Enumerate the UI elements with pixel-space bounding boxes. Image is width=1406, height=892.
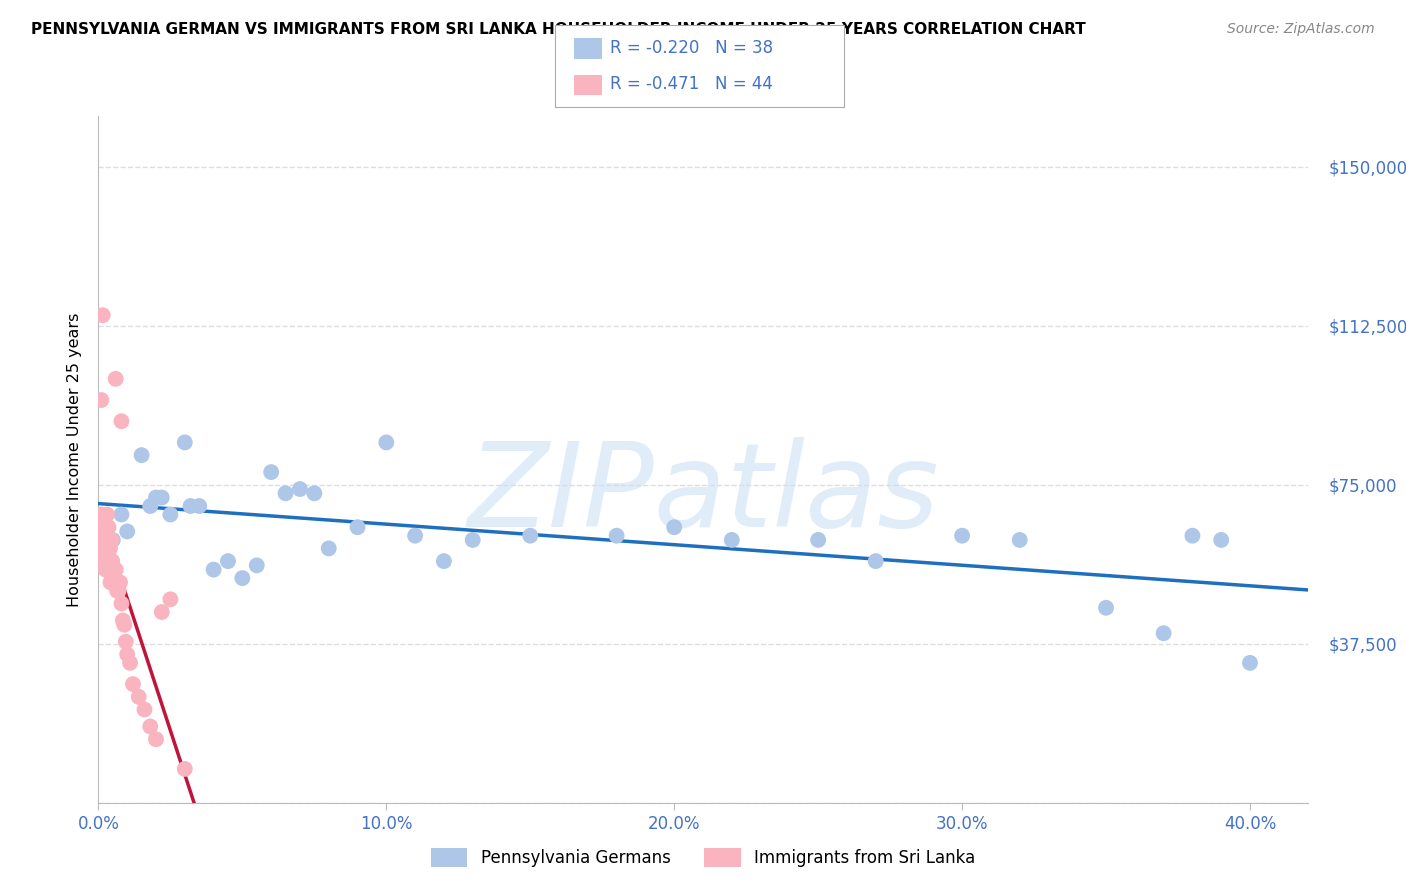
Point	[105, 583, 128, 598]
Point	[1008, 533, 1031, 547]
Point	[110, 597, 132, 611]
Point	[90, 508, 112, 522]
Point	[433, 554, 456, 568]
Point	[91, 308, 114, 322]
Text: Source: ZipAtlas.com: Source: ZipAtlas.com	[1227, 22, 1375, 37]
Point	[131, 448, 153, 462]
Point	[115, 648, 138, 662]
Point	[260, 465, 283, 479]
Text: R = -0.471   N = 44: R = -0.471 N = 44	[610, 75, 773, 94]
Point	[288, 482, 311, 496]
Point	[274, 486, 297, 500]
Point	[139, 719, 162, 733]
Point	[375, 435, 398, 450]
Point	[97, 520, 120, 534]
Point	[98, 563, 121, 577]
Point	[159, 508, 181, 522]
Point	[1239, 656, 1261, 670]
Point	[104, 372, 127, 386]
Point	[94, 533, 117, 547]
Point	[101, 563, 124, 577]
Point	[96, 541, 118, 556]
Point	[115, 524, 138, 539]
Point	[173, 762, 195, 776]
Point	[145, 491, 167, 505]
Point	[231, 571, 253, 585]
Point	[188, 499, 211, 513]
Point	[110, 414, 132, 428]
Point	[1211, 533, 1233, 547]
Point	[98, 541, 121, 556]
Text: R = -0.220   N = 38: R = -0.220 N = 38	[610, 38, 773, 57]
Point	[318, 541, 340, 556]
Point	[173, 435, 195, 450]
Point	[97, 541, 120, 556]
Point	[101, 533, 124, 547]
Point	[1153, 626, 1175, 640]
Point	[107, 583, 129, 598]
Point	[606, 529, 628, 543]
Point	[145, 732, 167, 747]
Point	[150, 605, 173, 619]
Point	[519, 529, 541, 543]
Y-axis label: Householder Income Under 25 years: Householder Income Under 25 years	[66, 312, 82, 607]
Point	[1181, 529, 1204, 543]
Point	[159, 592, 181, 607]
Point	[101, 554, 124, 568]
Point	[89, 533, 111, 547]
Point	[112, 617, 135, 632]
Text: ZIPatlas: ZIPatlas	[467, 437, 939, 550]
Point	[100, 533, 122, 547]
Point	[139, 499, 162, 513]
Point	[90, 541, 112, 556]
Point	[114, 634, 136, 648]
Point	[122, 677, 145, 691]
Legend: Pennsylvania Germans, Immigrants from Sri Lanka: Pennsylvania Germans, Immigrants from Sr…	[425, 841, 981, 873]
Point	[1095, 600, 1118, 615]
Point	[807, 533, 830, 547]
Point	[94, 563, 117, 577]
Point	[90, 529, 112, 543]
Point	[91, 533, 114, 547]
Point	[103, 575, 125, 590]
Point	[90, 392, 112, 407]
Point	[104, 563, 127, 577]
Point	[202, 563, 225, 577]
Point	[93, 549, 115, 564]
Point	[720, 533, 742, 547]
Point	[94, 554, 117, 568]
Point	[96, 508, 118, 522]
Point	[111, 614, 134, 628]
Point	[128, 690, 150, 704]
Point	[180, 499, 202, 513]
Point	[404, 529, 426, 543]
Point	[108, 575, 131, 590]
Point	[120, 656, 142, 670]
Point	[134, 702, 156, 716]
Point	[865, 554, 887, 568]
Point	[346, 520, 368, 534]
Point	[217, 554, 239, 568]
Point	[150, 491, 173, 505]
Text: PENNSYLVANIA GERMAN VS IMMIGRANTS FROM SRI LANKA HOUSEHOLDER INCOME UNDER 25 YEA: PENNSYLVANIA GERMAN VS IMMIGRANTS FROM S…	[31, 22, 1085, 37]
Point	[461, 533, 484, 547]
Point	[93, 520, 115, 534]
Point	[950, 529, 973, 543]
Point	[304, 486, 326, 500]
Point	[246, 558, 269, 573]
Point	[110, 508, 132, 522]
Point	[664, 520, 686, 534]
Point	[97, 554, 120, 568]
Point	[100, 575, 122, 590]
